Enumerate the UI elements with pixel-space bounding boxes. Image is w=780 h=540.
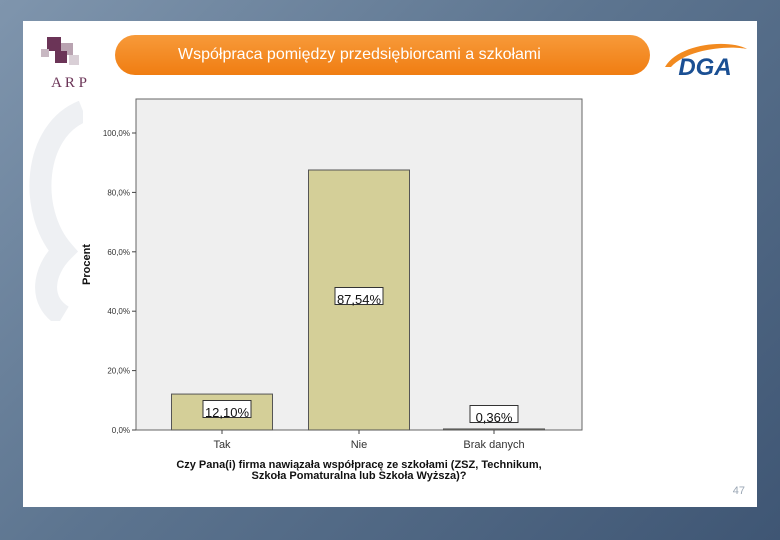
y-tick-label: 60,0% [107,248,130,257]
bar-chart: 0,0% 20,0% 40,0% 60,0% 80,0% 100,0% Procent Tak… [81,98,583,482]
data-label-box [202,400,252,418]
x-axis-title-line: Szkoła Pomaturalna lub Szkoła Wyższa)? [252,470,467,482]
y-tick-label: 20,0% [107,367,130,376]
bar-brak-danych [443,428,545,431]
y-axis-title: Procent [81,244,93,285]
slide: A R P Współpraca pomiędzy przedsiębiorca… [23,21,757,507]
x-axis-title-line: Czy Pana(i) firma nawiązała współpracę z… [176,459,541,471]
y-tick-label: 100,0% [103,129,130,138]
arp-logo: A R P [41,37,87,91]
slide-title: Współpraca pomiędzy przedsiębiorcami a s… [115,35,650,75]
data-label: 0,36% [476,410,513,425]
data-label: 12,10% [205,405,250,420]
x-tick-label: Tak [213,439,231,451]
data-label: 87,54% [337,292,382,307]
dga-logo-text: DGA [678,54,731,81]
x-tick-label: Nie [351,439,368,451]
page-number: 47 [732,485,745,497]
background-watermark [29,101,83,321]
arp-logo-text: A R P [51,75,87,91]
y-tick-label: 80,0% [107,188,130,197]
data-label-box [334,287,384,305]
x-tick-label: Brak danych [463,439,524,451]
data-label-box [469,405,519,423]
dga-logo: DGA [665,43,747,81]
y-tick-label: 0,0% [112,426,130,435]
y-tick-label: 40,0% [107,307,130,316]
